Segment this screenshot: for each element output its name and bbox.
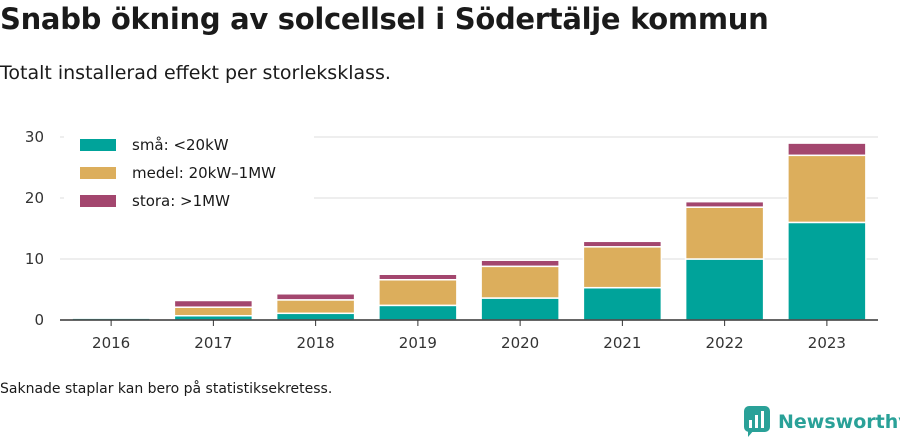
brand-logo: Newsworthy (744, 406, 900, 438)
bar-segment (582, 246, 663, 289)
bar-segment (173, 306, 254, 317)
x-tick-label: 2021 (603, 334, 641, 352)
bar-segment (582, 286, 663, 321)
legend-label: medel: 20kW–1MW (132, 164, 276, 182)
x-tick-label: 2016 (92, 334, 130, 352)
legend-label: stora: >1MW (132, 192, 230, 210)
stacked-bar-chart: 0 10 20 30 2016 2017 2018 2019 2020 2021 2022 2023 s… (25, 128, 878, 352)
y-tick-label: 10 (25, 250, 44, 268)
x-tick-label: 2019 (399, 334, 437, 352)
bar-segment (684, 200, 765, 208)
bar-segment (173, 299, 254, 308)
bar-segment (378, 304, 458, 321)
bar-segment (787, 221, 867, 321)
chart-title: Snabb ökning av solcellsel i Södertälje … (0, 2, 769, 36)
bar-segment (787, 142, 867, 157)
bar-segment (275, 293, 356, 301)
x-tick-label: 2022 (706, 334, 744, 352)
chart-subtitle: Totalt installerad effekt per storlekskl… (0, 62, 391, 84)
newsworthy-logo-icon (744, 406, 770, 437)
bar-segment (582, 240, 663, 248)
bar-segment (378, 278, 458, 307)
x-tick-label: 2023 (808, 334, 846, 352)
legend-swatch (80, 195, 116, 207)
legend-label: små: <20kW (132, 136, 229, 154)
x-tick-label: 2020 (501, 334, 539, 352)
x-tick-label: 2018 (297, 334, 335, 352)
bar-segment (275, 299, 356, 315)
bar-segment (684, 258, 765, 321)
bar-segment (480, 297, 560, 321)
legend-swatch (80, 167, 116, 179)
bar-segment (275, 312, 356, 321)
bar-segment (684, 206, 765, 260)
brand-name: Newsworthy (778, 411, 900, 433)
footnote: Saknade staplar kan bero på statistiksek… (0, 381, 333, 397)
bar-segment (480, 265, 560, 299)
x-tick-label: 2017 (194, 334, 232, 352)
y-tick-label: 0 (34, 311, 44, 329)
bar-segment (378, 273, 458, 281)
bar-segment (480, 259, 560, 268)
y-tick-label: 30 (25, 128, 44, 146)
bar-segment (787, 154, 867, 224)
y-tick-label: 20 (25, 189, 44, 207)
legend-swatch (80, 139, 116, 151)
